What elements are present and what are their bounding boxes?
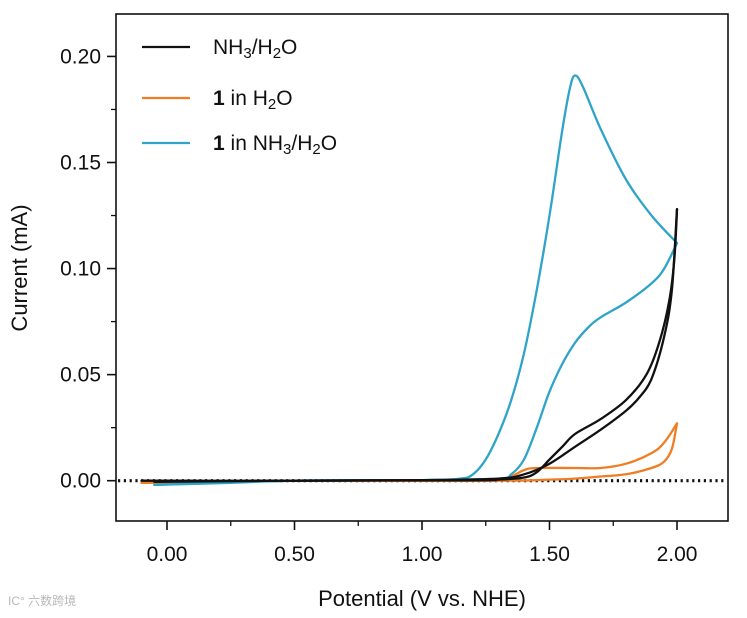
x-tick-label: 1.50: [529, 543, 570, 566]
x-tick-label: 0.50: [274, 543, 315, 566]
watermark: IC° 六数跨境: [8, 594, 77, 608]
legend-label: NH3/H2O: [213, 36, 297, 62]
x-tick-label: 0.00: [147, 543, 188, 566]
y-tick-label: 0.05: [60, 364, 101, 387]
series-complex1-nh3-h2o-reverse: [153, 241, 679, 487]
legend-label: 1 in NH3/H2O: [213, 132, 337, 158]
series-nh3-h2o-reverse: [153, 208, 679, 483]
series-layer: [140, 74, 679, 487]
plot-frame: [115, 13, 729, 522]
legend: NH3/H2O 1 in H2O 1 in NH3/H2O: [142, 36, 337, 158]
y-axis-title: Current (mA): [7, 204, 32, 331]
x-tick-label: 1.00: [402, 543, 443, 566]
legend-label: 1 in H2O: [213, 87, 293, 113]
y-tick-label: 0.10: [60, 258, 101, 281]
x-axis: 0.00 0.50 1.00 1.50 2.00: [147, 521, 698, 566]
y-axis: 0.00 0.05 0.10 0.15 0.20: [60, 45, 116, 493]
y-tick-label: 0.00: [60, 470, 101, 493]
x-axis-title: Potential (V vs. NHE): [318, 586, 526, 611]
y-tick-label: 0.15: [60, 151, 101, 174]
y-tick-label: 0.20: [60, 45, 101, 68]
x-tick-label: 2.00: [657, 543, 698, 566]
series-nh3-h2o-forward: [140, 208, 679, 482]
